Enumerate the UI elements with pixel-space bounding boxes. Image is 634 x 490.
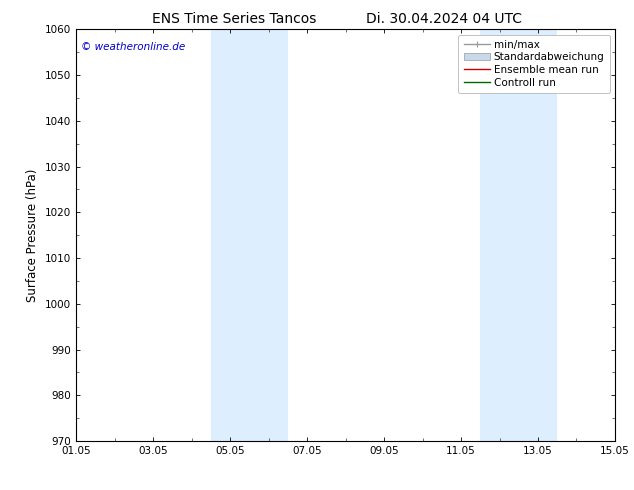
Bar	[210, 29, 288, 441]
Y-axis label: Surface Pressure (hPa): Surface Pressure (hPa)	[27, 169, 39, 302]
Legend: min/max, Standardabweichung, Ensemble mean run, Controll run: min/max, Standardabweichung, Ensemble me…	[458, 35, 610, 93]
Bar	[480, 29, 557, 441]
Text: ENS Time Series Tancos: ENS Time Series Tancos	[152, 12, 317, 26]
Text: © weatheronline.de: © weatheronline.de	[81, 42, 186, 52]
Text: Di. 30.04.2024 04 UTC: Di. 30.04.2024 04 UTC	[366, 12, 522, 26]
